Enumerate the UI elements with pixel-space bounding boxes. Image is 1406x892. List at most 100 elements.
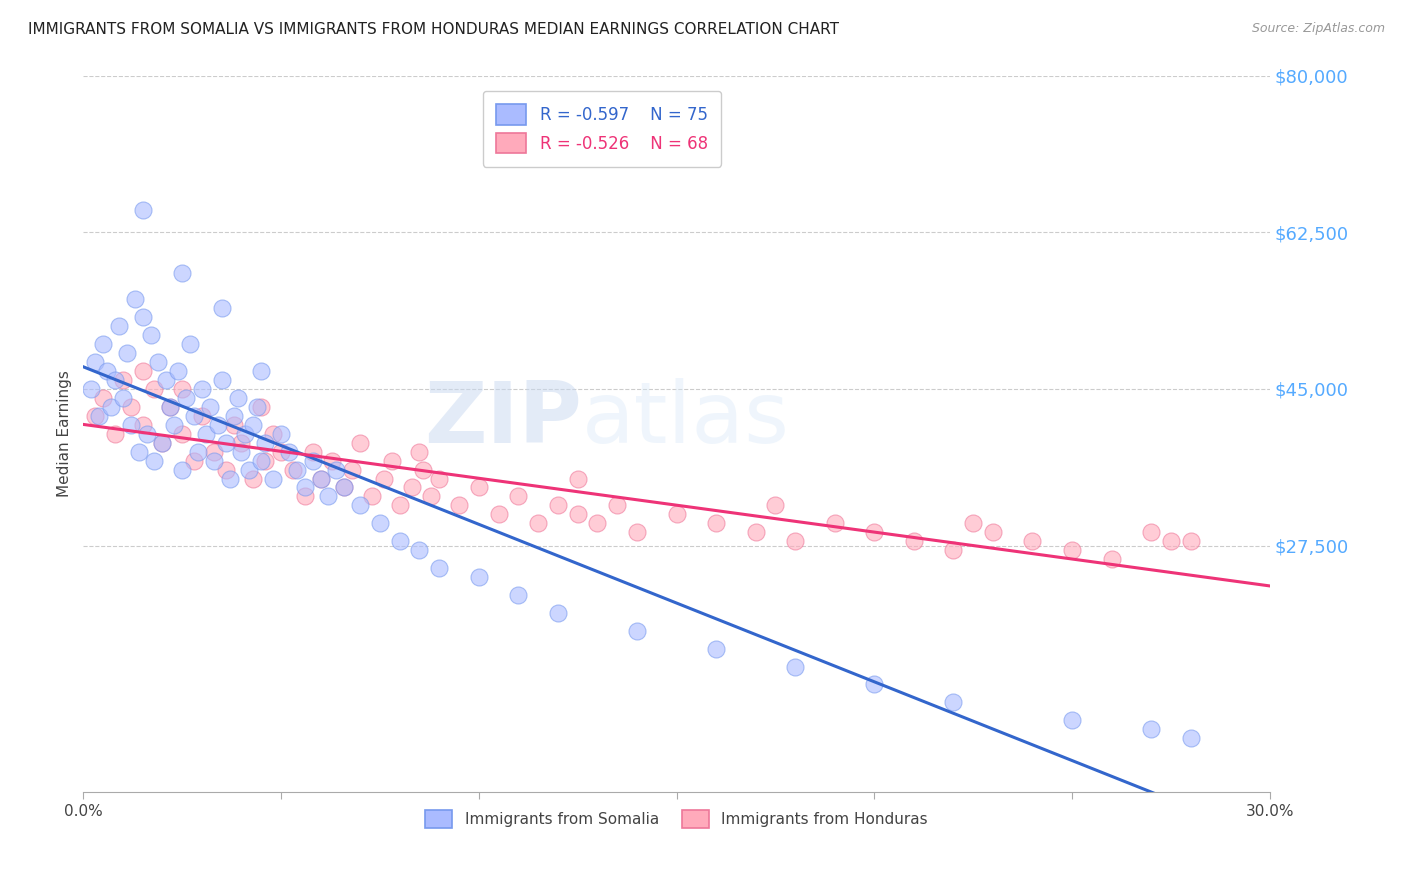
Point [131,417,153,432]
Point [333,480,356,494]
Point [84,409,107,423]
Point [226,391,249,405]
Text: ZIP: ZIP [423,378,582,461]
Point [143,382,166,396]
Point [704,641,727,656]
Point [238,462,260,476]
Point [218,471,240,485]
Point [626,624,648,638]
Point [606,499,628,513]
Point [1060,543,1083,558]
Point [962,516,984,531]
Point [309,471,332,485]
Point [903,534,925,549]
Point [108,319,131,334]
Point [167,364,190,378]
Point [981,525,1004,540]
Point [174,391,197,405]
Point [222,409,245,423]
Point [318,490,340,504]
Y-axis label: Median Earnings: Median Earnings [58,370,72,497]
Point [131,310,153,325]
Point [763,499,786,513]
Point [222,417,245,432]
Point [270,426,292,441]
Point [84,355,107,369]
Point [488,508,510,522]
Point [301,453,323,467]
Point [1060,714,1083,728]
Point [342,462,364,476]
Point [211,301,233,316]
Point [1021,534,1043,549]
Point [191,409,214,423]
Point [278,444,301,458]
Point [309,471,332,485]
Point [262,426,284,441]
Point [412,462,434,476]
Point [325,462,347,476]
Point [231,435,253,450]
Point [1180,534,1202,549]
Point [128,444,150,458]
Point [361,490,384,504]
Point [301,444,323,458]
Point [349,499,371,513]
Point [150,435,173,450]
Point [250,453,273,467]
Point [235,426,257,441]
Point [111,373,134,387]
Point [1140,723,1163,737]
Point [148,355,170,369]
Point [744,525,766,540]
Point [139,328,162,343]
Point [87,409,110,423]
Point [104,426,127,441]
Point [785,659,807,673]
Point [172,382,194,396]
Point [183,409,205,423]
Point [567,471,589,485]
Point [262,471,284,485]
Point [211,373,233,387]
Point [250,400,273,414]
Point [427,561,450,575]
Point [179,337,201,351]
Point [198,400,221,414]
Point [242,471,264,485]
Point [567,508,589,522]
Point [111,391,134,405]
Point [381,453,404,467]
Point [187,444,209,458]
Point [80,382,103,396]
Point [321,453,343,467]
Point [408,543,430,558]
Point [1180,731,1202,746]
Point [285,462,308,476]
Point [104,373,127,387]
Point [388,534,411,549]
Point [420,490,443,504]
Text: atlas: atlas [582,378,790,461]
Point [202,444,225,458]
Point [270,444,292,458]
Point [388,499,411,513]
Point [202,453,225,467]
Point [468,480,491,494]
Point [124,293,146,307]
Point [1101,552,1123,566]
Point [824,516,846,531]
Point [401,480,423,494]
Point [172,266,194,280]
Point [468,570,491,584]
Point [294,480,316,494]
Point [214,435,236,450]
Point [250,364,273,378]
Point [135,426,157,441]
Point [294,490,316,504]
Point [183,453,205,467]
Point [508,490,530,504]
Point [100,400,122,414]
Point [172,426,194,441]
Point [942,543,965,558]
